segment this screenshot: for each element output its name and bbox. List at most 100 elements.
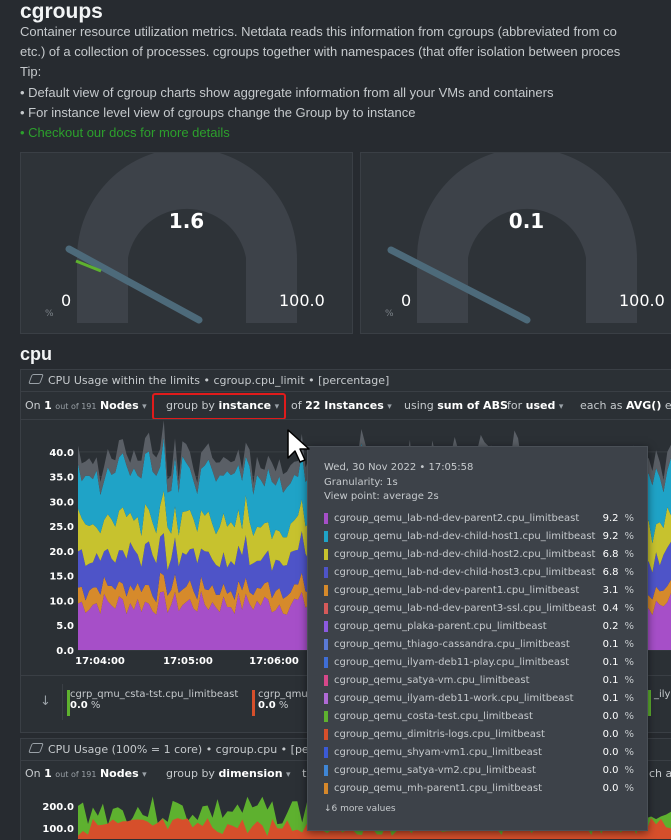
tooltip-row-unit: %: [624, 783, 634, 794]
instances-value: 22 Instances: [305, 399, 384, 412]
tooltip-row: cgroup_qemu_shyam-vm1.cpu_limitbeast 0.0%: [324, 744, 634, 762]
tooltip-row-swatch: [324, 548, 328, 560]
time-aggregation-selector[interactable]: each as AVG() ev: [580, 399, 671, 412]
group-by-value: dimension: [218, 767, 283, 780]
nodes-selector[interactable]: On 1 out of 191 Nodes ▾: [25, 767, 147, 780]
gauge-min: 0: [401, 291, 412, 310]
y-tick-label: 40.0: [49, 448, 74, 459]
legend-unit: %: [278, 700, 289, 711]
legend-item[interactable]: _ily: [648, 689, 671, 716]
group-by-value: instance: [218, 399, 272, 412]
trailing-text: ev: [664, 399, 671, 412]
tooltip-row-swatch: [324, 656, 328, 668]
chevron-down-icon: ▾: [142, 402, 147, 412]
gauge-unit: %: [45, 309, 54, 319]
for-value: used: [525, 399, 556, 412]
legend-value: 0.0: [258, 700, 276, 711]
aggregation-selector[interactable]: using sum of ABS: [404, 399, 508, 412]
tooltip-row-swatch: [324, 782, 328, 794]
nodes-selector[interactable]: On 1 out of 191 Nodes ▾: [25, 399, 147, 412]
y-tick-label: 15.0: [49, 572, 74, 583]
dimension-selector[interactable]: for used ▾: [507, 399, 563, 412]
highlight-box: [152, 393, 286, 420]
tooltip-row: cgroup_qemu_lab-nd-dev-parent2.cpu_limit…: [324, 510, 634, 528]
chart-icon: [28, 374, 44, 384]
tooltip-row: cgroup_qemu_ilyam-deb11-work.cpu_limitbe…: [324, 690, 634, 708]
tooltip-row-swatch: [324, 566, 328, 578]
tooltip-row-swatch: [324, 638, 328, 650]
tooltip-row-swatch: [324, 692, 328, 704]
time-aggregation-selector[interactable]: ch as: [649, 767, 671, 780]
using-label: using: [404, 399, 434, 412]
tooltip-row-name: cgroup_qemu_satya-vm.cpu_limitbeast: [334, 675, 530, 686]
group-by-selector[interactable]: group by dimension ▾ t: [166, 767, 306, 780]
tooltip-row-name: cgroup_qemu_lab-nd-dev-child-host1.cpu_l…: [334, 531, 596, 542]
tooltip-row-swatch: [324, 710, 328, 722]
tooltip-row-unit: %: [624, 639, 634, 650]
legend-item[interactable]: cgrp_qmu_csta-tst.cpu_limitbeast 0.0 %: [67, 689, 238, 716]
y-tick-label: 10.0: [49, 596, 74, 607]
tooltip-row-unit: %: [624, 747, 634, 758]
tooltip-row-unit: %: [624, 549, 634, 560]
tooltip-row-swatch: [324, 530, 328, 542]
nodes-label: Nodes: [99, 767, 139, 780]
legend-color-swatch: [252, 690, 255, 716]
tooltip-row-unit: %: [624, 711, 634, 722]
divider: [20, 419, 671, 420]
legend-item[interactable]: cgrp_qmu 0.0 %: [252, 689, 308, 716]
tooltip-row-unit: %: [624, 657, 634, 668]
tooltip-row-name: cgroup_qemu_ilyam-deb11-work.cpu_limitbe…: [334, 693, 574, 704]
chevron-down-icon: ▾: [286, 770, 291, 780]
chevron-down-icon: ▾: [558, 402, 564, 412]
tooltip-row: cgroup_qemu_ilyam-deb11-play.cpu_limitbe…: [324, 654, 634, 672]
tooltip-more-values[interactable]: ↓6 more values: [324, 804, 396, 814]
tooltip-row-unit: %: [624, 531, 634, 542]
tooltip-row-name: cgroup_qemu_ilyam-deb11-play.cpu_limitbe…: [334, 657, 570, 668]
tooltip-row-name: cgroup_qemu_mh-parent1.cpu_limitbeast: [334, 783, 543, 794]
group-by-selector[interactable]: group by instance ▾: [166, 399, 279, 412]
tooltip-row-value: 0.1%: [602, 639, 634, 650]
page-title: cgroups: [20, 0, 103, 23]
tooltip-row-unit: %: [624, 585, 634, 596]
legend-color-swatch: [648, 690, 651, 716]
using-value: sum of ABS: [437, 399, 508, 412]
tooltip-row-unit: %: [624, 765, 634, 776]
gauge-max: 100.0: [279, 291, 325, 310]
chevron-down-icon: ▾: [274, 402, 280, 412]
tooltip-row: cgroup_qemu_lab-nd-dev-child-host2.cpu_l…: [324, 546, 634, 564]
gauge-max: 100.0: [619, 291, 665, 310]
mouse-cursor-icon: [287, 429, 310, 463]
instances-selector[interactable]: of 22 Instances ▾: [291, 399, 392, 412]
arrow-down-icon[interactable]: ↓: [40, 694, 51, 709]
chart-title: CPU Usage (100% = 1 core) • cgroup.cpu •…: [48, 743, 320, 756]
y-tick-label: 30.0: [49, 497, 74, 508]
section-title: cpu: [20, 344, 53, 364]
tooltip-row: cgroup_qemu_thiago-cassandra.cpu_limitbe…: [324, 636, 634, 654]
for-label: for: [507, 399, 523, 412]
cpu-gauge-card: CPU 1.6 0 100.0 %: [20, 152, 353, 334]
y-tick-label: 200.0: [42, 802, 74, 813]
description-line-1: Container resource utilization metrics. …: [20, 24, 617, 39]
chevron-down-icon: ▾: [142, 770, 147, 780]
tooltip-row-value: 0.0%: [602, 711, 634, 722]
tooltip-row: cgroup_qemu_lab-nd-dev-child-host3.cpu_l…: [324, 564, 634, 582]
tooltip-row-value: 6.8%: [602, 567, 634, 578]
tooltip-row-value: 9.2%: [602, 531, 634, 542]
tooltip-view-point: View point: average 2s: [324, 491, 439, 502]
description-line-2: etc.) of a collection of processes. cgro…: [20, 44, 621, 59]
legend-name: _ily: [654, 689, 671, 700]
tooltip-row-name: cgroup_qemu_lab-nd-dev-parent1.cpu_limit…: [334, 585, 580, 596]
tip-line-1: • Default view of cgroup charts show agg…: [20, 85, 554, 100]
group-by-label: group by: [166, 767, 215, 780]
memory-gauge-card: Memory 0.1 0 100.0 %: [360, 152, 671, 334]
tooltip-row-value: 3.1%: [602, 585, 634, 596]
tip-line-2: • For instance level view of cgroups cha…: [20, 105, 416, 120]
chevron-down-icon: ▾: [387, 402, 392, 412]
tooltip-granularity: Granularity: 1s: [324, 477, 398, 488]
y-tick-label: 20.0: [49, 547, 74, 558]
memory-gauge-svg: [387, 153, 637, 324]
tooltip-row-value: 0.1%: [602, 675, 634, 686]
docs-link[interactable]: • Checkout our docs for more details: [20, 125, 230, 140]
tooltip-row-value: 0.0%: [602, 729, 634, 740]
legend-color-swatch: [67, 690, 70, 716]
